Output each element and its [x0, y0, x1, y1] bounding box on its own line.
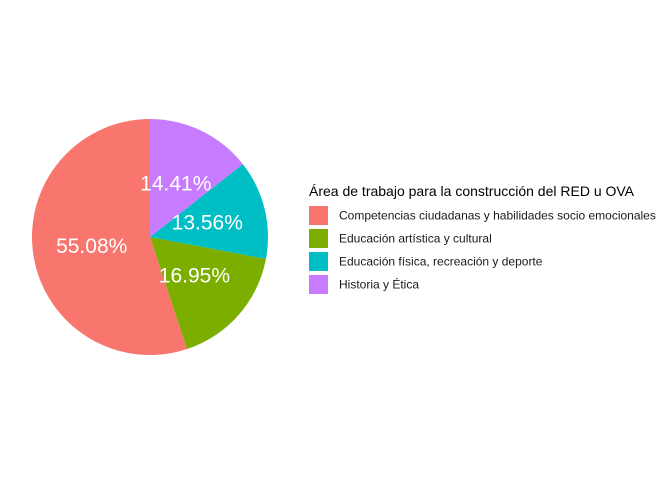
pie-slice-label: 16.95%	[159, 264, 230, 287]
legend-key	[309, 275, 328, 294]
legend-key	[309, 252, 328, 271]
legend-label: Educación artística y cultural	[339, 232, 492, 246]
legend-key	[309, 206, 328, 225]
legend-label: Competencias ciudadanas y habilidades so…	[339, 209, 656, 223]
pie-slice-label: 14.41%	[140, 172, 211, 195]
legend-title: Área de trabajo para la construcción del…	[309, 183, 635, 199]
legend-key	[309, 229, 328, 248]
legend: Área de trabajo para la construcción del…	[309, 183, 656, 294]
pie-slice-label: 13.56%	[172, 212, 243, 235]
legend-label: Educación física, recreación y deporte	[339, 255, 543, 269]
pie-slice-label: 55.08%	[56, 235, 127, 258]
legend-label: Historia y Ética	[339, 277, 419, 292]
